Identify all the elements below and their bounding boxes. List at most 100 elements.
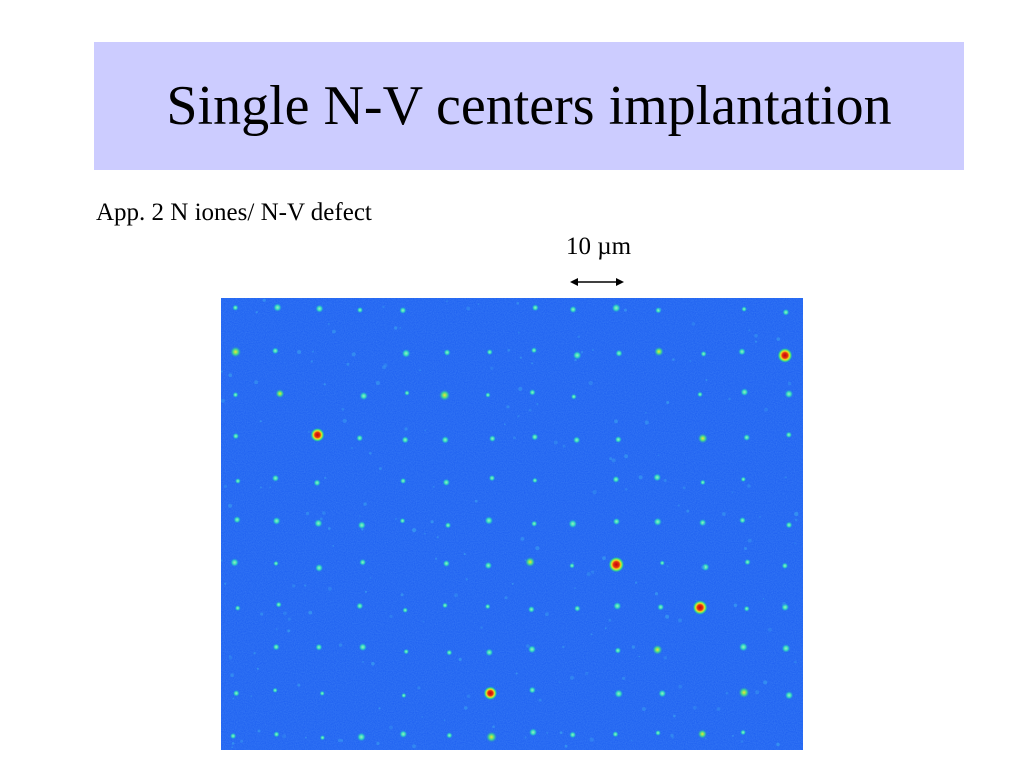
nv-center-spot <box>612 475 620 484</box>
background-speckle <box>342 418 347 423</box>
background-speckle <box>519 356 522 359</box>
background-speckle <box>644 420 649 425</box>
nv-center-spot <box>572 350 583 361</box>
background-speckle <box>759 516 761 518</box>
background-speckle <box>794 518 798 522</box>
background-speckle <box>755 690 760 695</box>
background-speckle <box>250 695 253 698</box>
background-speckle <box>658 307 662 311</box>
background-speckle <box>666 401 670 404</box>
background-speckle <box>361 528 364 531</box>
background-speckle <box>591 570 595 574</box>
nv-center-spot <box>488 474 496 482</box>
background-speckle <box>776 337 781 341</box>
background-speckle <box>731 491 734 494</box>
background-speckle <box>747 538 752 543</box>
background-speckle <box>794 660 797 664</box>
background-speckle <box>611 458 616 463</box>
background-speckle <box>663 478 667 483</box>
nv-center-spot <box>696 391 704 398</box>
background-speckle <box>535 546 540 551</box>
background-speckle <box>346 362 350 366</box>
nv-center-spot <box>443 348 451 357</box>
nv-center-spot <box>531 477 539 484</box>
background-speckle <box>311 350 315 353</box>
background-speckle <box>733 603 738 608</box>
background-speckle <box>340 739 344 742</box>
background-speckle <box>672 358 675 361</box>
nv-center-spot <box>403 389 411 397</box>
background-speckle <box>327 322 330 325</box>
nv-center-spot <box>484 648 494 657</box>
background-speckle <box>445 300 448 303</box>
background-speckle <box>585 671 589 676</box>
nv-center-spot <box>611 303 622 313</box>
nv-center-spot <box>740 305 748 313</box>
background-speckle <box>275 628 278 631</box>
background-speckle <box>614 419 618 424</box>
background-speckle <box>504 423 506 426</box>
nv-center-spot <box>572 435 581 445</box>
nv-center-spot <box>358 642 368 652</box>
background-speckle <box>228 655 233 660</box>
background-speckle <box>704 737 707 740</box>
background-speckle <box>389 725 393 730</box>
nv-center-spot <box>232 689 241 698</box>
nv-center-bright-spot <box>483 686 498 701</box>
background-speckle <box>432 485 435 488</box>
nv-center-spot <box>780 602 790 612</box>
background-speckle <box>480 626 483 629</box>
background-speckle <box>665 614 670 619</box>
nv-center-spot <box>357 520 367 530</box>
nv-center-spot <box>484 515 494 526</box>
background-speckle <box>673 714 676 718</box>
background-speckle <box>363 502 367 506</box>
nv-center-bright-spot <box>777 347 793 364</box>
background-speckle <box>586 572 591 577</box>
nv-center-spot <box>528 727 538 737</box>
background-speckle <box>477 303 480 306</box>
nv-center-spot <box>402 607 409 614</box>
background-speckle <box>323 383 326 386</box>
background-speckle <box>231 746 233 749</box>
nv-center-spot <box>698 518 707 527</box>
nv-center-spot <box>740 476 747 483</box>
background-speckle <box>538 698 542 702</box>
nv-center-spot <box>313 478 322 487</box>
background-speckle <box>678 618 682 623</box>
background-speckle <box>262 298 266 302</box>
nv-center-spot <box>355 602 364 610</box>
background-speckle <box>574 359 577 362</box>
background-speckle <box>375 380 380 386</box>
nv-center-spot <box>398 729 408 739</box>
background-speckle <box>574 587 576 590</box>
nv-center-spot <box>314 643 323 652</box>
background-speckle <box>254 380 259 385</box>
background-speckle <box>689 360 692 362</box>
nv-center-spot <box>652 472 662 482</box>
background-speckle <box>394 517 398 521</box>
background-speckle <box>794 511 799 517</box>
nv-center-spot <box>570 393 578 400</box>
nv-center-spot <box>527 605 536 614</box>
background-speckle <box>747 484 751 488</box>
background-speckle <box>536 402 539 406</box>
nv-center-spot <box>700 350 708 358</box>
background-speckle <box>666 565 669 568</box>
background-speckle <box>604 627 607 630</box>
nv-center-spot <box>697 432 709 444</box>
nv-center-spot <box>785 521 793 529</box>
nv-center-spot <box>486 348 494 356</box>
nv-center-spot <box>653 346 665 357</box>
background-speckle <box>454 593 458 598</box>
background-speckle <box>787 381 792 386</box>
background-speckle <box>332 545 335 547</box>
background-speckle <box>740 740 744 743</box>
background-speckle <box>602 556 606 560</box>
background-speckle <box>463 553 466 556</box>
nv-center-spot <box>739 729 747 736</box>
background-speckle <box>341 407 345 411</box>
nv-center-spot <box>398 306 407 315</box>
nv-center-spot <box>567 518 578 529</box>
nv-center-spot <box>484 391 491 399</box>
